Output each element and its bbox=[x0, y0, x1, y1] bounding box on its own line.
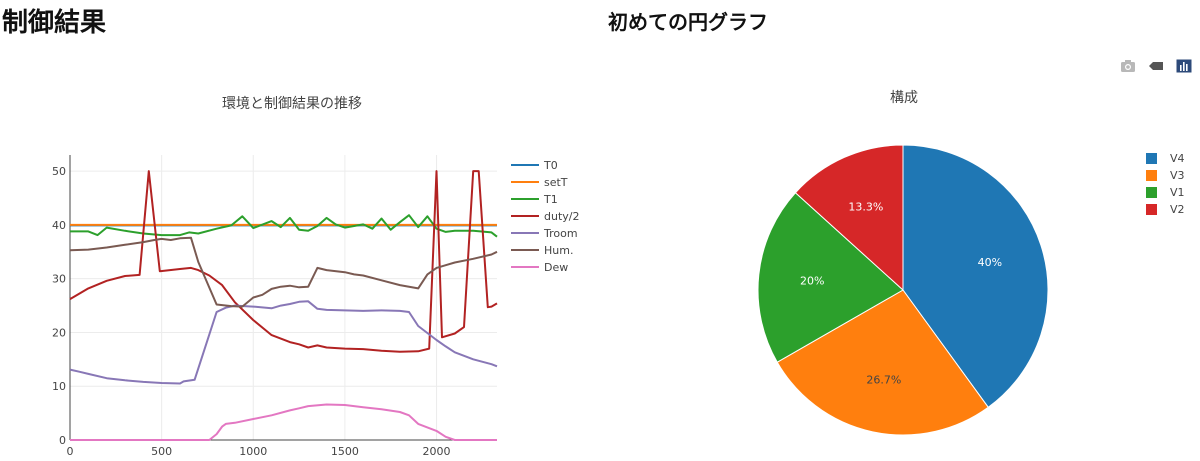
pie-slice-label: 13.3% bbox=[848, 201, 883, 214]
series-line-dew bbox=[70, 403, 497, 441]
legend-label: Dew bbox=[544, 261, 568, 274]
page-title: 制御結果 bbox=[2, 8, 107, 38]
y-tick-label: 40 bbox=[52, 219, 66, 232]
tag-icon[interactable] bbox=[1148, 59, 1164, 73]
camera-icon[interactable] bbox=[1120, 59, 1136, 73]
x-tick-label: 1500 bbox=[331, 445, 359, 458]
y-tick-label: 30 bbox=[52, 273, 66, 286]
legend-swatch bbox=[1146, 170, 1157, 181]
line-chart: 0 500 1000 1500 2000 0 10 20 30 40 50 T0 setT T1 duty/… bbox=[52, 155, 579, 458]
legend-label: T0 bbox=[543, 159, 558, 172]
series-line-t1 bbox=[70, 214, 498, 238]
legend-label: T1 bbox=[543, 193, 558, 206]
pie-slice-v4 bbox=[902, 144, 1049, 409]
series-line-duty2 bbox=[69, 170, 498, 353]
pie-slice-label: 26.7% bbox=[866, 373, 901, 386]
legend-label: Troom bbox=[543, 227, 578, 240]
series-line-hum bbox=[69, 236, 498, 308]
y-tick-label: 50 bbox=[52, 165, 66, 178]
y-tick-label: 20 bbox=[52, 326, 66, 339]
line-chart-title: 環境と制御結果の推移 bbox=[222, 96, 362, 112]
legend-label: duty/2 bbox=[544, 210, 579, 223]
legend-swatch bbox=[1146, 153, 1157, 164]
pie-slice-v3 bbox=[776, 289, 989, 436]
x-tick-label: 500 bbox=[151, 445, 172, 458]
pie-slice-label: 20% bbox=[800, 274, 824, 287]
pie-slice-v1 bbox=[757, 192, 904, 363]
legend-label: V3 bbox=[1170, 169, 1185, 182]
chart-modebar bbox=[1120, 58, 1192, 74]
y-tick-label: 0 bbox=[59, 434, 66, 447]
x-tick-label: 2000 bbox=[423, 445, 451, 458]
bar-chart-icon[interactable] bbox=[1176, 59, 1192, 73]
pie-section-title: 初めての円グラフ bbox=[608, 10, 768, 34]
legend-label: setT bbox=[544, 176, 568, 189]
pie-slice-v2 bbox=[794, 144, 904, 292]
legend-swatch bbox=[1146, 204, 1157, 215]
series-line-troom bbox=[69, 300, 498, 385]
legend-label: V2 bbox=[1170, 203, 1185, 216]
x-tick-label: 1000 bbox=[239, 445, 267, 458]
y-tick-label: 10 bbox=[52, 380, 66, 393]
legend-label: V1 bbox=[1170, 186, 1185, 199]
x-tick-label: 0 bbox=[67, 445, 74, 458]
legend-label: V4 bbox=[1170, 152, 1185, 165]
pie-chart-title: 構成 bbox=[890, 90, 918, 106]
pie-slice-label: 40% bbox=[978, 256, 1002, 269]
legend-swatch bbox=[1146, 187, 1157, 198]
legend-label: Hum. bbox=[544, 244, 573, 257]
